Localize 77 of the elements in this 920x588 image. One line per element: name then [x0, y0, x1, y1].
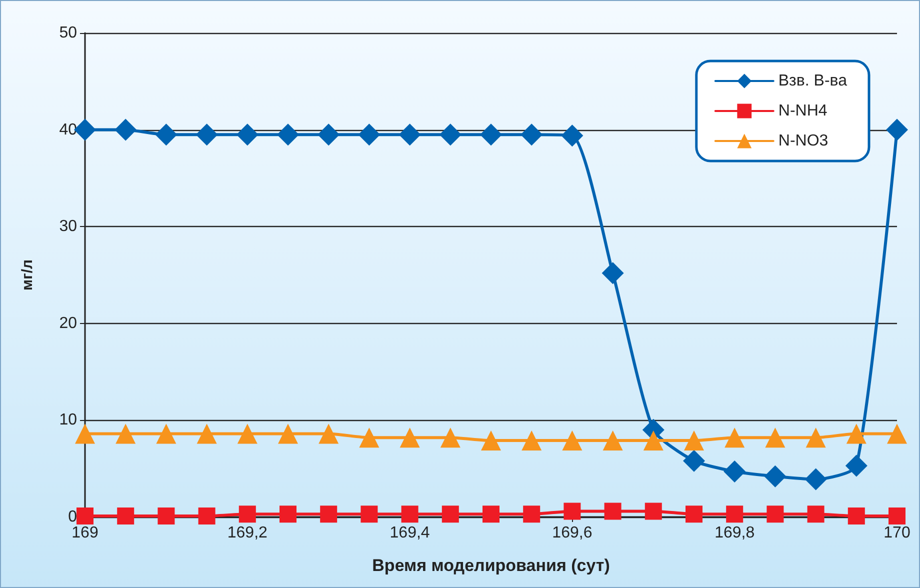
- point: [643, 430, 664, 451]
- point: [561, 124, 584, 147]
- point: [76, 508, 94, 525]
- point: [237, 424, 258, 444]
- point: [400, 428, 420, 448]
- point: [562, 430, 582, 451]
- point: [724, 428, 745, 448]
- y-axis-title: мг/л: [19, 259, 36, 291]
- point: [845, 454, 868, 477]
- point: [114, 118, 137, 141]
- point: [683, 450, 705, 472]
- point: [724, 460, 746, 483]
- x-tick-label: 169,8: [714, 524, 755, 542]
- point: [156, 424, 176, 444]
- point: [238, 506, 256, 523]
- point: [481, 430, 501, 451]
- x-axis-title: Время моделирования (сут): [372, 556, 610, 575]
- x-tick-label: 169,2: [227, 524, 268, 542]
- point: [117, 508, 134, 525]
- point: [318, 424, 339, 444]
- point: [398, 124, 421, 146]
- point: [806, 428, 826, 448]
- point: [116, 424, 136, 444]
- point: [480, 124, 502, 146]
- point: [602, 430, 623, 451]
- point: [280, 506, 296, 523]
- point: [644, 502, 662, 520]
- x-tick-label: 169,6: [552, 524, 592, 542]
- point: [604, 502, 622, 520]
- point: [522, 430, 542, 451]
- point: [196, 124, 218, 146]
- point: [766, 506, 784, 523]
- legend-label: Взв. В-ва: [778, 72, 848, 90]
- y-tick-label: 30: [59, 218, 78, 236]
- point: [75, 424, 95, 444]
- point: [358, 124, 380, 146]
- x-tick-label: 170: [884, 524, 910, 542]
- point: [765, 428, 786, 448]
- point: [482, 506, 500, 523]
- legend-label: N-NO3: [778, 132, 828, 150]
- y-tick-label: 50: [59, 24, 78, 42]
- y-tick-label: 10: [59, 412, 78, 429]
- point: [442, 506, 459, 523]
- point: [196, 424, 217, 444]
- point: [320, 506, 338, 523]
- point: [359, 428, 380, 448]
- point: [807, 506, 824, 523]
- point: [686, 506, 702, 523]
- y-tick-label: 20: [59, 314, 78, 332]
- point: [887, 424, 907, 444]
- y-tick-label: 0: [68, 508, 78, 526]
- point: [277, 124, 299, 146]
- point: [523, 506, 540, 523]
- point: [804, 468, 827, 490]
- point: [236, 124, 258, 146]
- point: [564, 502, 581, 520]
- point: [155, 124, 178, 146]
- point: [440, 428, 460, 448]
- point: [846, 424, 866, 444]
- point: [360, 506, 378, 523]
- point: [158, 508, 175, 525]
- legend-label: N-NH4: [778, 102, 828, 120]
- x-tick-label: 169,4: [390, 524, 430, 542]
- point: [278, 424, 298, 444]
- point: [684, 430, 704, 451]
- point: [198, 508, 216, 525]
- point: [439, 124, 462, 146]
- point: [888, 508, 906, 525]
- x-tick-label: 169: [72, 524, 98, 542]
- point: [520, 124, 543, 146]
- point: [726, 506, 744, 523]
- point: [886, 118, 908, 141]
- point: [848, 508, 865, 525]
- point: [318, 124, 340, 146]
- point: [602, 262, 624, 284]
- point: [764, 465, 786, 488]
- point: [401, 506, 418, 523]
